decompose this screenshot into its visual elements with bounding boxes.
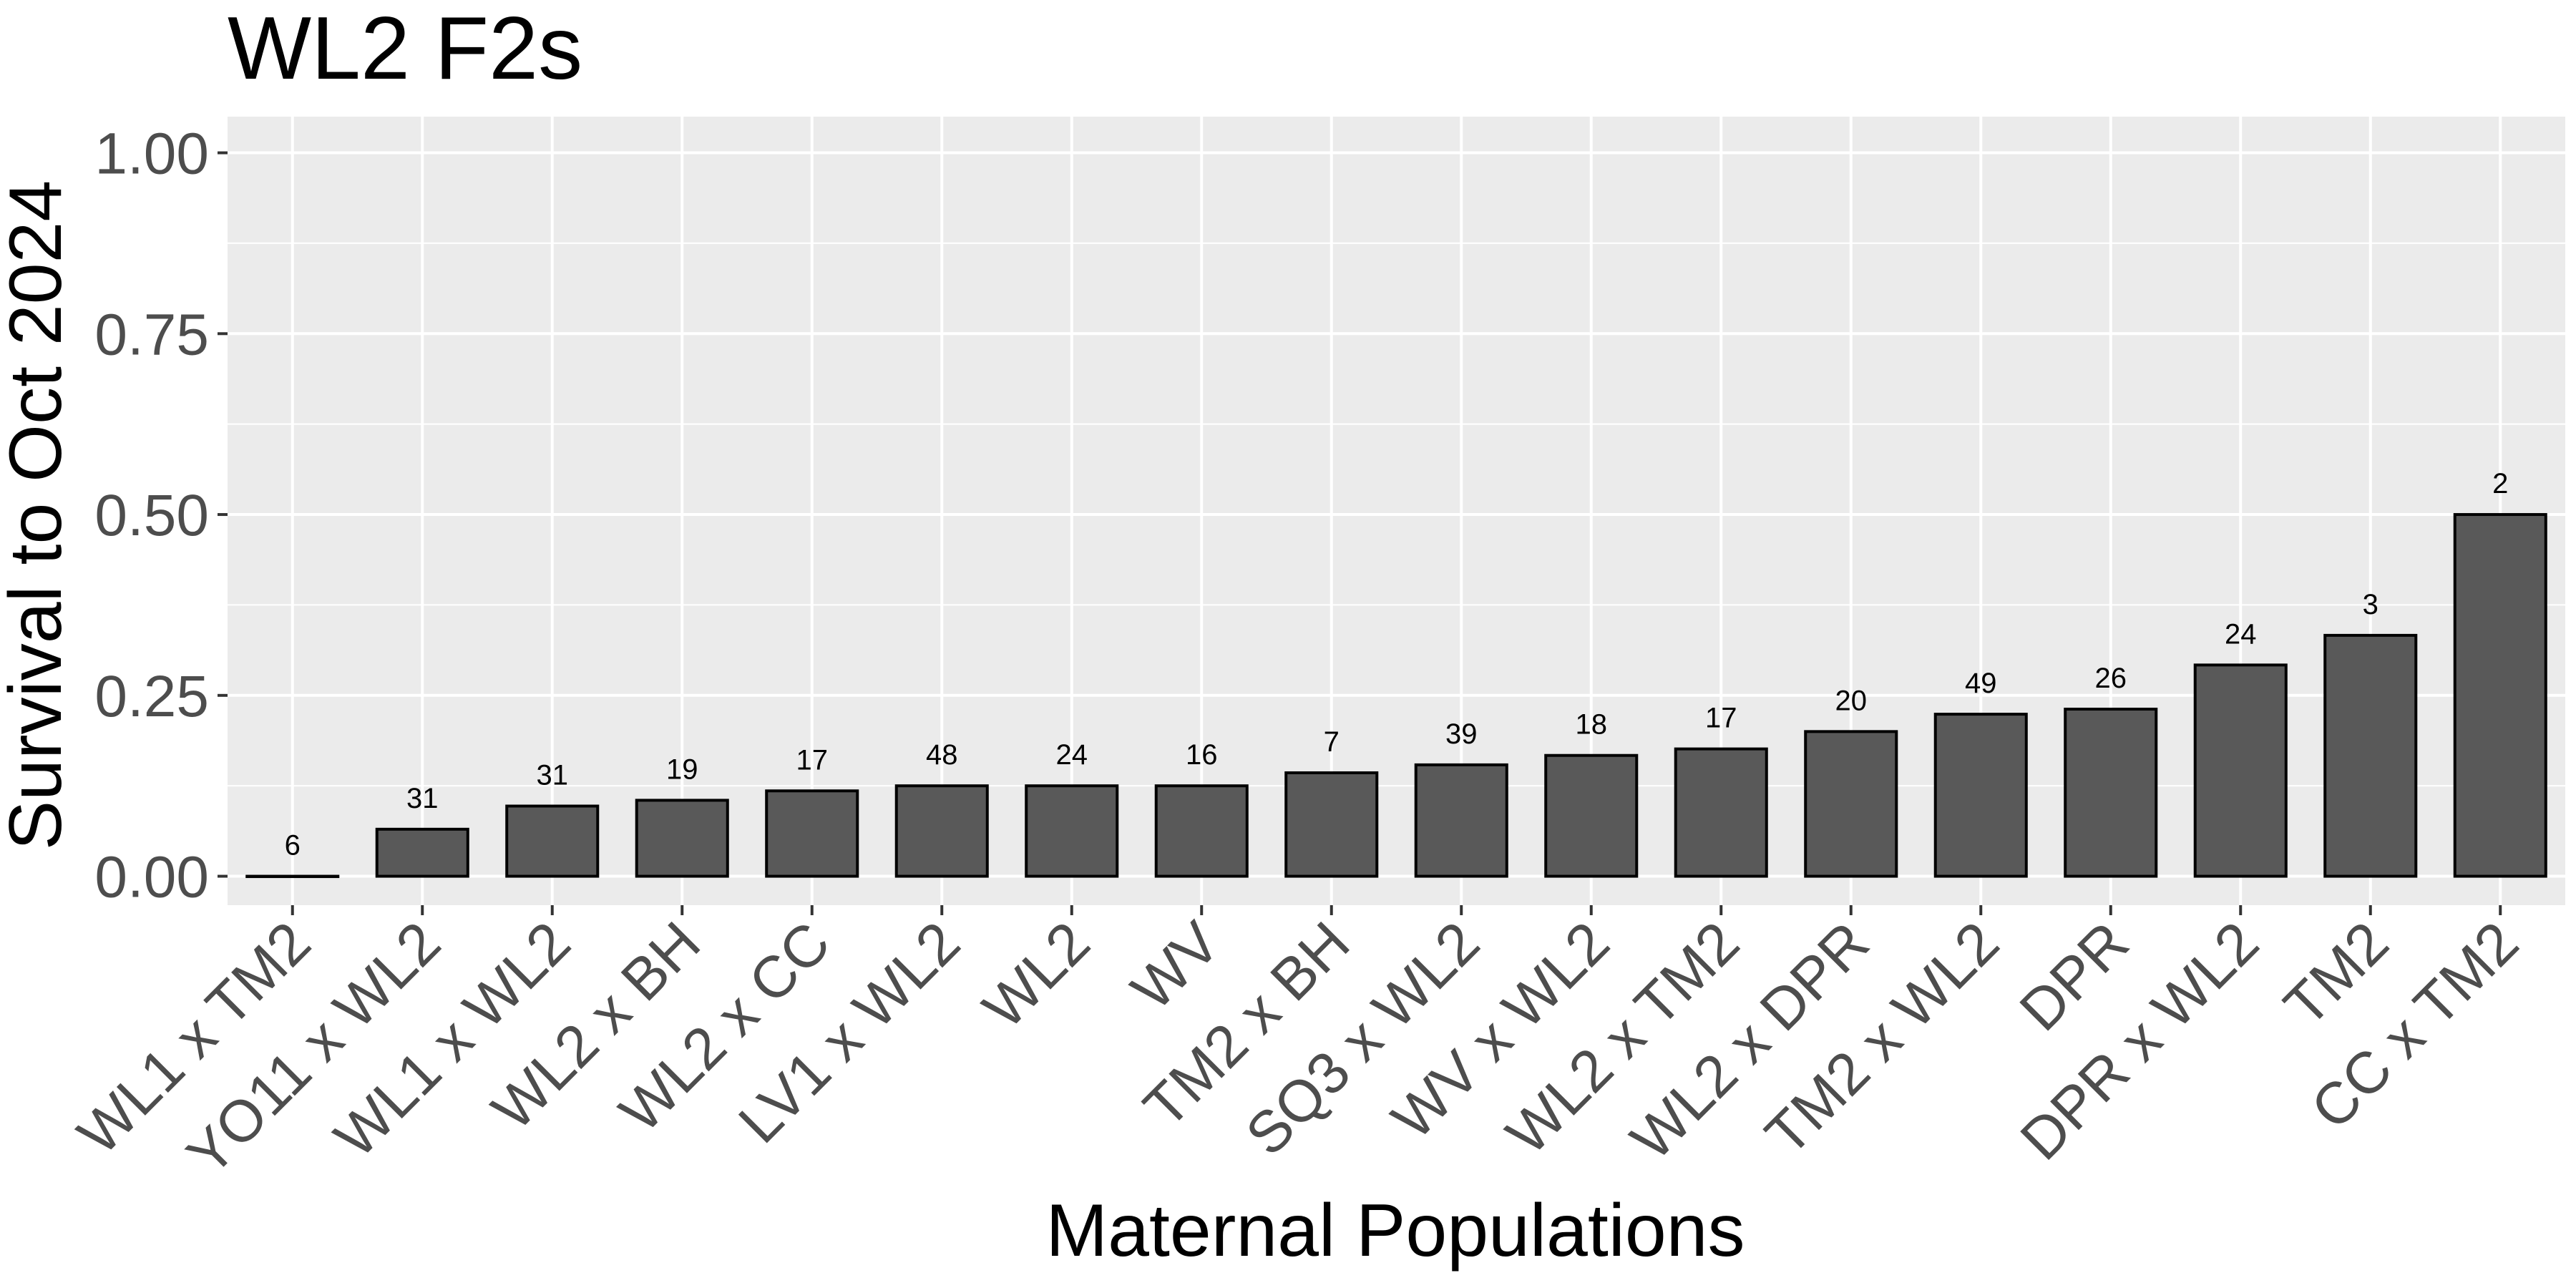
bar [505, 804, 600, 878]
bar-count-label: 18 [1576, 709, 1608, 741]
bar [2193, 663, 2288, 878]
bar-count-labels: 6 31 31 19 17 48 24 16 7 39 18 17 20 49 26 24 3 2 [285, 468, 2509, 862]
y-tick-label: 1.00 [94, 122, 209, 187]
bar-count-label: 20 [1835, 685, 1868, 716]
x-tick-label: DPR x WL2 [2009, 909, 2271, 1172]
y-axis-title: Survival to Oct 2024 [0, 180, 77, 850]
bar [1674, 747, 1768, 878]
bar [2453, 513, 2547, 878]
bar-count-label: 49 [1965, 668, 1997, 699]
bar [1933, 713, 2028, 878]
bar-count-label: 31 [537, 759, 569, 791]
y-tick-label: 0.00 [94, 845, 209, 910]
bar-count-label: 17 [796, 744, 829, 776]
bar [894, 784, 989, 878]
bar-count-label: 19 [666, 753, 698, 785]
bar [375, 827, 469, 878]
bar [1414, 763, 1508, 878]
bar-count-label: 39 [1445, 718, 1478, 750]
bar [635, 799, 729, 878]
bar-count-label: 26 [2095, 663, 2127, 694]
bar [1154, 784, 1249, 878]
chart-title: WL2 F2s [228, 0, 582, 98]
bar-count-label: 17 [1705, 703, 1737, 734]
bar-count-label: 31 [406, 783, 439, 814]
bar-count-label: 3 [2363, 589, 2379, 620]
x-axis-title: Maternal Populations [1045, 1189, 1745, 1272]
bar-count-label: 48 [926, 739, 958, 771]
bar-count-label: 24 [1056, 739, 1088, 771]
plot-panel [228, 117, 2565, 905]
x-tick-label: WL2 [971, 909, 1103, 1041]
bar-count-label: 24 [2225, 618, 2257, 650]
bar [1284, 771, 1379, 878]
bar [1544, 753, 1639, 878]
bars [245, 513, 2547, 879]
bar [1025, 784, 1119, 878]
y-tick-label: 0.75 [94, 302, 209, 367]
bar-count-label: 16 [1186, 739, 1218, 771]
bar-count-label: 6 [285, 830, 301, 862]
bar [1804, 730, 1898, 878]
x-tick-label: WV [1119, 909, 1232, 1023]
y-tick-label: 0.25 [94, 664, 209, 729]
bar-count-label: 2 [2492, 468, 2508, 499]
bar [2064, 708, 2158, 878]
y-tick-label: 0.50 [94, 483, 209, 548]
bar [765, 789, 859, 878]
bar-count-label: 7 [1324, 726, 1340, 758]
y-axis: 0.00 0.25 0.50 0.75 1.00 [94, 122, 228, 910]
bar [2323, 633, 2418, 878]
